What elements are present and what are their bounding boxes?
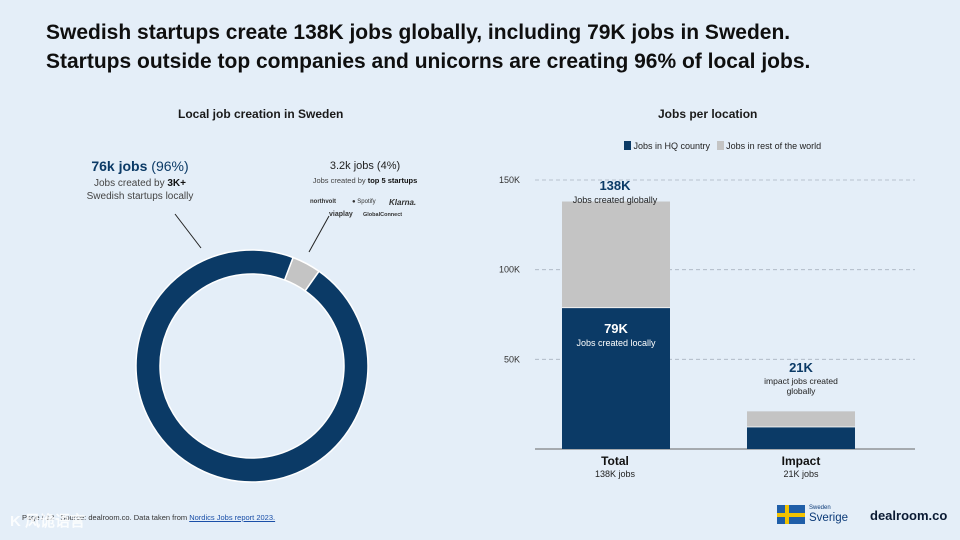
donut-large-value: 76k jobs — [91, 158, 148, 174]
legend-swatch-hq — [624, 141, 631, 150]
bar-total-hq-country — [562, 307, 670, 449]
donut-pointer-small — [308, 215, 330, 253]
bar-impact-top-annotation: 21K impact jobs created globally — [744, 360, 858, 396]
donut-small-desc-prefix: Jobs created by — [312, 176, 368, 185]
watermark: K 风诡语言 — [10, 513, 86, 530]
y-tick-label: 100K — [499, 265, 520, 275]
sweden-flag-icon — [777, 505, 805, 524]
donut-annotation-small: 3.2k jobs (4%) Jobs created by top 5 sta… — [300, 160, 430, 185]
donut-large-desc-line2: Swedish startups locally — [86, 191, 194, 202]
donut-chart — [135, 213, 369, 483]
startup-logo-northvolt: northvolt — [310, 199, 336, 205]
bar-chart-title: Jobs per location — [658, 107, 758, 121]
y-tick-label: 50K — [504, 354, 520, 364]
source-link[interactable]: Nordics Jobs report 2023. — [189, 513, 276, 522]
bar-total-sublabel: 138K jobs — [594, 469, 636, 479]
startup-logo-klarna: Klarna. — [389, 198, 417, 207]
source-prefix: Source: — [60, 513, 87, 522]
startup-logo-spotify: ● Spotify — [352, 199, 376, 205]
bar-total-inner-value: 79K — [604, 321, 628, 336]
bar-chart: 50K 100K 150K — [499, 175, 915, 450]
bar-total-top-value: 138K — [599, 178, 631, 193]
donut-small-value: 3.2k jobs (4%) — [329, 160, 401, 172]
bar-total-top-desc: Jobs created globally — [572, 195, 658, 205]
donut-annotation-large: 76k jobs (96%) Jobs created by 3K+ Swedi… — [70, 158, 210, 202]
title-line-1: Swedish startups create 138K jobs global… — [46, 21, 791, 44]
legend-label-hq: Jobs in HQ country — [633, 141, 711, 151]
donut-slice-3k-startups — [135, 249, 369, 483]
dealroom-logo: dealroom.co — [870, 508, 948, 523]
bar-impact-sublabel: 21K jobs — [783, 469, 819, 479]
y-tick-label: 150K — [499, 175, 520, 185]
bar-total-label: Total — [601, 454, 629, 468]
page-title: Swedish startups create 138K jobs global… — [46, 18, 926, 76]
bar-total-rest-of-world — [562, 201, 670, 308]
bar-impact-hq-country — [747, 426, 855, 449]
bar-impact-top-desc-2: globally — [786, 386, 816, 396]
startup-logo-globalconnect: GlobalConnect — [363, 212, 403, 218]
startup-logo-viaplay: viaplay — [329, 211, 353, 218]
footer-source: Page / 12 Source: dealroom.co. Data take… — [22, 513, 275, 522]
bar-total-top-annotation: 138K Jobs created globally — [560, 178, 670, 205]
page-number: Page / 12 — [22, 513, 55, 522]
bar-impact-rest-of-world — [747, 411, 855, 427]
bar-total-category: Total 138K jobs — [560, 454, 670, 479]
bar-total-inner-annotation: 79K Jobs created locally — [562, 321, 670, 348]
source-text: dealroom.co. Data taken from — [88, 513, 188, 522]
sweden-brand-small: Sweden — [809, 505, 831, 511]
donut-small-desc-bold: top 5 startups — [367, 176, 418, 185]
bar-impact-top-desc-1: impact jobs created — [764, 376, 838, 386]
bar-impact-top-value: 21K — [789, 360, 813, 375]
donut-large-pct: (96%) — [151, 158, 189, 174]
title-line-2: Startups outside top companies and unico… — [46, 50, 811, 73]
donut-pointer-large — [174, 213, 202, 249]
donut-large-desc-bold: 3K+ — [167, 178, 186, 189]
donut-large-desc-prefix: Jobs created by — [94, 178, 168, 189]
bar-legend: Jobs in HQ country Jobs in rest of the w… — [624, 141, 821, 151]
legend-swatch-rest — [716, 141, 724, 150]
donut-chart-title: Local job creation in Sweden — [178, 107, 344, 121]
legend-label-rest: Jobs in rest of the world — [726, 141, 822, 151]
bar-impact-category: Impact 21K jobs — [746, 454, 856, 479]
bar-impact-label: Impact — [781, 454, 821, 468]
bar-total-inner-desc: Jobs created locally — [576, 338, 656, 348]
sverige-brand: Sverige — [809, 512, 848, 524]
